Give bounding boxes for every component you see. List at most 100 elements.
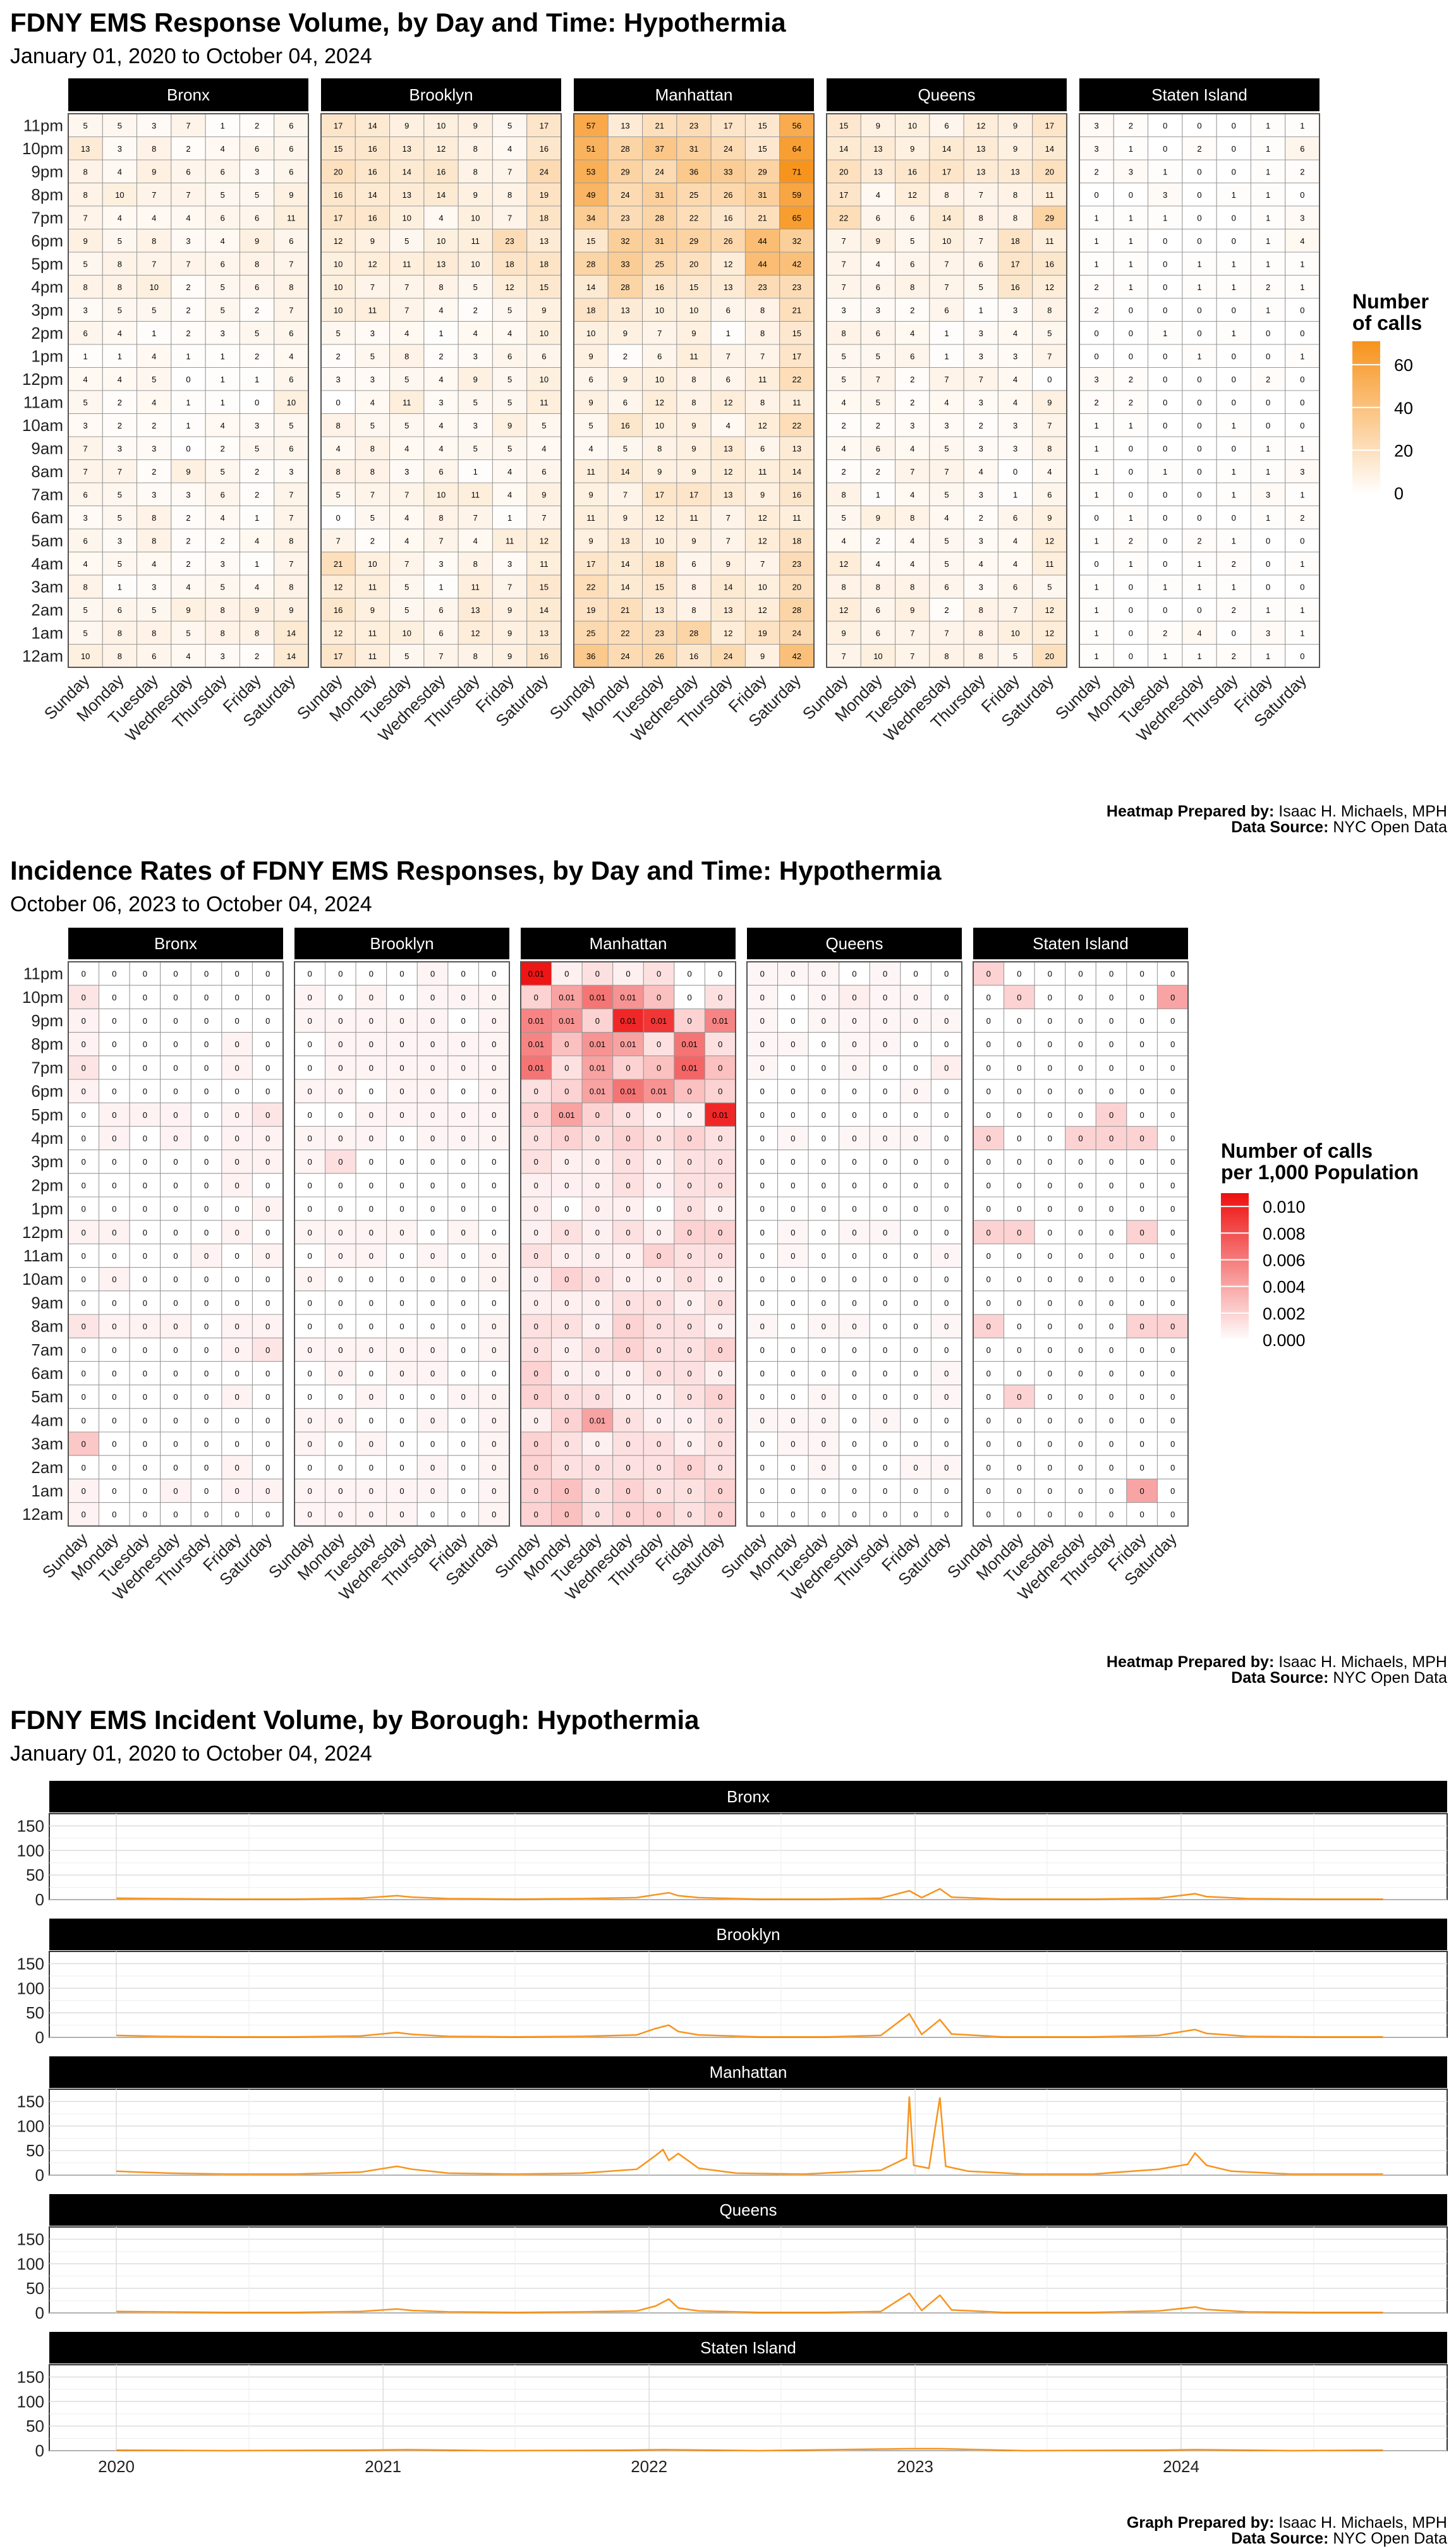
hm1-cell-label: 0 bbox=[1232, 213, 1236, 222]
hm2-cell-label: 0 bbox=[883, 1180, 887, 1190]
hm1-cell bbox=[320, 275, 356, 299]
hm1-legend-swatch bbox=[1352, 455, 1380, 458]
hm1-cell-label: 49 bbox=[586, 190, 595, 200]
hm1-cell-label: 9 bbox=[542, 305, 546, 315]
hm1-cell-label: 5 bbox=[186, 628, 190, 638]
hm1-cell-label: 17 bbox=[586, 559, 595, 569]
hm1-cell bbox=[136, 367, 172, 391]
hm2-cell-label: 0 bbox=[204, 1016, 209, 1026]
hm1-cell-label: 0 bbox=[1232, 397, 1236, 407]
hm1-cell bbox=[320, 183, 356, 207]
hm1-cell bbox=[676, 367, 712, 391]
hm2-cell-label: 0 bbox=[657, 1345, 661, 1355]
hm1-cell-label: 5 bbox=[944, 490, 949, 499]
hm2-cell bbox=[252, 961, 284, 986]
hm2-cell-label: 0.01 bbox=[590, 1416, 605, 1425]
hm2-cell-label: 0 bbox=[204, 1110, 209, 1120]
hm2-cell-label: 0 bbox=[718, 1157, 722, 1167]
hm2-cell-label: 0 bbox=[534, 1157, 538, 1167]
hm1-cell bbox=[102, 574, 138, 598]
hm1-cell-label: 0 bbox=[1197, 305, 1201, 315]
hm1-cell bbox=[458, 229, 493, 253]
hm2-cell-label: 0 bbox=[1109, 1228, 1113, 1237]
hm2-cell-label: 0 bbox=[1078, 1416, 1083, 1425]
hm2-cell-label: 0 bbox=[883, 1251, 887, 1261]
heatmap-incidence-rates: Incidence Rates of FDNY EMS Responses, b… bbox=[10, 856, 1447, 1687]
hm1-cell-label: 7 bbox=[186, 190, 190, 200]
hm2-cell-label: 0 bbox=[822, 1440, 826, 1449]
hm2-cell-label: 0 bbox=[1140, 1040, 1144, 1049]
hm1-cell bbox=[355, 528, 391, 552]
hm2-cell-label: 0 bbox=[914, 1440, 918, 1449]
hm1-cell-label: 9 bbox=[1013, 121, 1017, 130]
hm2-cell-label: 0 bbox=[204, 1345, 209, 1355]
hm1-cell-label: 2 bbox=[1129, 536, 1133, 545]
hm1-cell-label: 11 bbox=[540, 559, 549, 569]
hm2-cell-label: 0 bbox=[369, 1369, 373, 1378]
hm1-legend-swatch bbox=[1352, 392, 1380, 395]
hm2-cell-label: 0 bbox=[564, 1369, 569, 1378]
hm2-cell-label: 0 bbox=[944, 1228, 949, 1237]
hm2-cell-label: 0 bbox=[461, 1510, 466, 1519]
hm1-cell-label: 1 bbox=[1266, 190, 1270, 200]
hm1-cell-label: 7 bbox=[944, 467, 949, 476]
hm1-cell bbox=[1285, 506, 1320, 530]
hm1-cell bbox=[68, 413, 103, 437]
hm2-cell-label: 0 bbox=[822, 1322, 826, 1332]
hm2-cell-label: 0 bbox=[760, 1298, 765, 1307]
hm1-cell-label: 11 bbox=[758, 467, 767, 476]
hm2-cell-label: 0 bbox=[461, 1440, 466, 1449]
hm1-cell-label: 15 bbox=[758, 121, 767, 130]
hm2-cell-label: 0 bbox=[112, 1110, 116, 1120]
hm2-cell-label: 0 bbox=[265, 1440, 270, 1449]
hm2-cell-label: 0 bbox=[1078, 1440, 1083, 1449]
hm1-cell-label: 2 bbox=[336, 351, 341, 361]
hm2-cell-label: 0 bbox=[1170, 1110, 1175, 1120]
line-x-tick: 2021 bbox=[365, 2457, 401, 2476]
hm1-cell-label: 8 bbox=[1013, 190, 1017, 200]
hm1-cell bbox=[492, 644, 528, 668]
hm1-cell-label: 3 bbox=[1129, 167, 1133, 176]
hm1-cell bbox=[929, 159, 964, 183]
hm1-cell-label: 20 bbox=[689, 259, 698, 269]
hm1-cell-label: 0 bbox=[1163, 236, 1167, 246]
hm1-cell-label: 9 bbox=[473, 190, 478, 200]
hm1-cell bbox=[1148, 482, 1183, 506]
hm1-cell bbox=[1182, 205, 1217, 229]
hm1-cell bbox=[744, 436, 780, 460]
hm2-cell-label: 0 bbox=[688, 1510, 692, 1519]
hm2-cell-label: 0 bbox=[626, 1228, 630, 1237]
hm1-cell-label: 12 bbox=[437, 144, 446, 154]
hm2-cell-label: 0 bbox=[657, 1463, 661, 1472]
hm1-cell bbox=[1250, 113, 1286, 137]
hm1-cell-label: 1 bbox=[1163, 467, 1167, 476]
hm2-cell-label: 0 bbox=[944, 1463, 949, 1472]
heatmap2-legend-title-line1: Number of calls bbox=[1221, 1139, 1373, 1162]
hm2-cell-label: 0 bbox=[1170, 969, 1175, 979]
hm1-cell bbox=[68, 598, 103, 622]
hm2-cell-label: 0 bbox=[204, 1157, 209, 1167]
hm1-cell-label: 4 bbox=[910, 490, 914, 499]
hm2-cell-label: 0 bbox=[883, 1298, 887, 1307]
hm1-cell-label: 7 bbox=[404, 559, 409, 569]
hm2-cell-label: 0 bbox=[944, 1440, 949, 1449]
hm1-cell-label: 0 bbox=[1232, 375, 1236, 384]
hm2-cell-label: 0 bbox=[852, 1369, 856, 1378]
hm1-cell bbox=[895, 159, 930, 183]
hm2-cell-label: 0 bbox=[204, 1298, 209, 1307]
hm2-cell-label: 0 bbox=[492, 1251, 496, 1261]
hm1-cell-label: 1 bbox=[1266, 144, 1270, 154]
heatmap2-credit-author: Isaac H. Michaels, MPH bbox=[1278, 1653, 1447, 1671]
hm2-cell-label: 0 bbox=[688, 1180, 692, 1190]
hm1-cell bbox=[320, 506, 356, 530]
hm1-cell bbox=[239, 644, 275, 668]
hm1-cell bbox=[607, 413, 643, 437]
hm2-cell-label: 0 bbox=[626, 1134, 630, 1143]
hm1-cell bbox=[458, 298, 493, 322]
hm2-cell-label: 0 bbox=[657, 1298, 661, 1307]
hm2-cell-label: 0 bbox=[852, 1110, 856, 1120]
hm1-cell-label: 4 bbox=[439, 421, 443, 430]
line-x-tick: 2020 bbox=[98, 2457, 135, 2476]
hm2-strip-label-brooklyn: Brooklyn bbox=[370, 934, 434, 953]
